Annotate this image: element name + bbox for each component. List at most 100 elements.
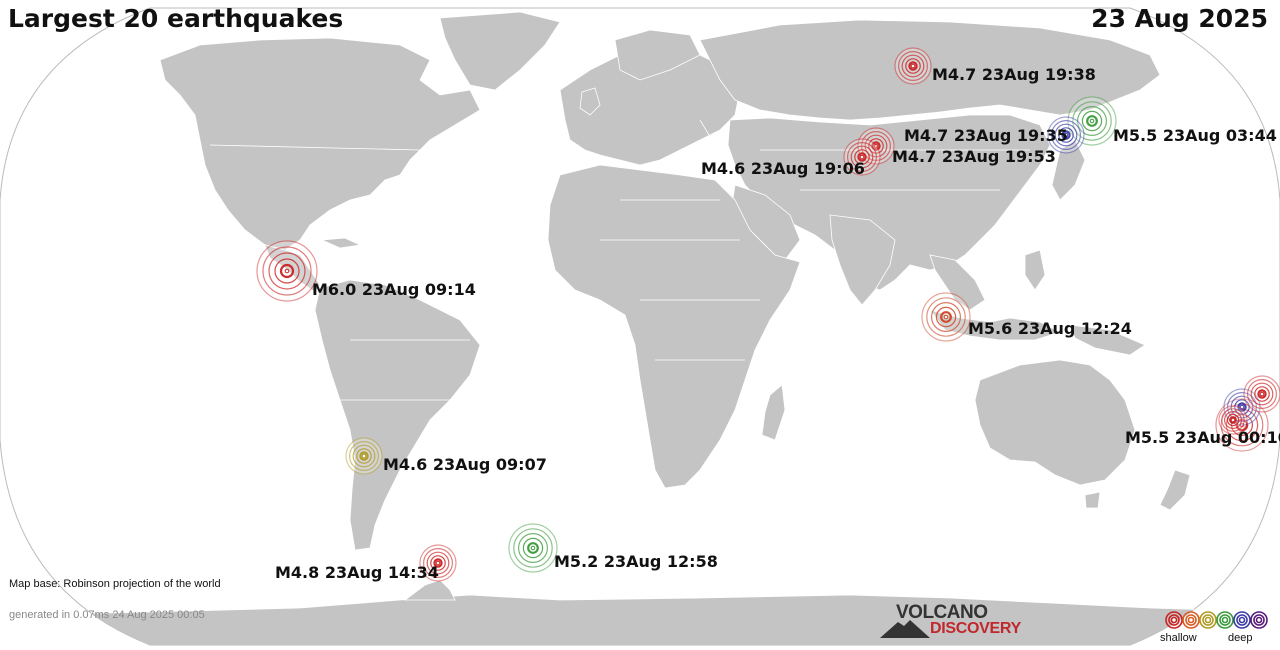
legend-deep-label: deep (1228, 632, 1253, 644)
earthquake-marker[interactable] (857, 127, 895, 165)
earthquake-ring (926, 297, 966, 337)
earthquake-marker[interactable] (345, 437, 383, 475)
earthquake-ring (268, 252, 306, 290)
earthquake-epicenter (873, 143, 879, 149)
earthquake-ring (1246, 379, 1277, 410)
earthquake-ring (517, 532, 548, 563)
depth-legend-rings (1165, 611, 1268, 629)
landmass-indonesia (928, 309, 1062, 341)
quake-label[interactable]: M6.0 23Aug 09:14 (312, 280, 476, 299)
landmass-north-america (159, 37, 481, 251)
legend-ring (1236, 614, 1248, 626)
legend-ring (1238, 616, 1246, 624)
quake-label[interactable]: M5.2 23Aug 12:58 (554, 552, 718, 571)
generated-note: generated in 0.07ms 24 Aug 2025 00:05 (9, 609, 205, 621)
earthquake-marker[interactable] (921, 292, 971, 342)
earthquake-ring (1230, 395, 1254, 419)
earthquake-ring (1081, 110, 1103, 132)
earthquake-ring (1221, 408, 1245, 432)
legend-ring (1219, 614, 1231, 626)
earthquake-epicenter (1089, 118, 1095, 124)
legend-ring (1202, 614, 1214, 626)
earthquake-ring (527, 542, 539, 554)
logo-text-volcano: VOLCANO (896, 602, 988, 623)
earthquake-epicenter (859, 154, 865, 160)
landmass-india (829, 214, 896, 306)
landmass-caribbean (321, 237, 362, 249)
landmass-southeast-asia (929, 254, 986, 311)
earthquake-ring (850, 145, 874, 169)
earthquake-ring (1237, 402, 1247, 412)
earthquake-ring (905, 58, 921, 74)
legend-ring (1182, 611, 1200, 629)
quake-label[interactable]: M4.6 23Aug 19:06 (701, 159, 865, 178)
earthquake-ring (1223, 411, 1242, 430)
earthquake-ring (1061, 130, 1071, 140)
earthquake-ring (1058, 127, 1074, 143)
earthquake-ring (1250, 382, 1274, 406)
volcano-discovery-logo[interactable]: VOLCANO DISCOVERY (880, 602, 1040, 642)
earthquake-marker[interactable] (894, 47, 932, 85)
depth-legend: shallow deep (1160, 608, 1270, 648)
logo-text-discovery: DISCOVERY (930, 620, 1021, 637)
earthquake-marker[interactable] (1223, 388, 1261, 426)
legend-ring (1170, 616, 1178, 624)
legend-ring (1165, 611, 1183, 629)
legend-ring (1216, 611, 1234, 629)
landmass-scandinavia (614, 29, 701, 81)
earthquake-epicenter (435, 560, 441, 566)
earthquake-ring (1229, 416, 1237, 424)
landmass-madagascar (761, 384, 786, 441)
quake-label[interactable]: M4.7 23Aug 19:35 (904, 126, 1068, 145)
quake-label[interactable]: M4.7 23Aug 19:38 (932, 65, 1096, 84)
earthquake-ring (279, 263, 295, 279)
quake-label[interactable]: M5.5 23Aug 00:10 (1125, 428, 1280, 447)
earthquake-ring (426, 551, 450, 575)
quake-label[interactable]: M4.7 23Aug 19:53 (892, 147, 1056, 166)
earthquake-ring (1235, 418, 1249, 432)
earthquake-ring (935, 306, 957, 328)
earthquake-ring (1054, 123, 1078, 147)
border-lines (209, 119, 1030, 401)
landmass-south-america (314, 279, 481, 551)
legend-ring (1250, 611, 1268, 629)
earthquake-marker[interactable] (508, 523, 558, 573)
landmass-new-zealand (1159, 469, 1191, 511)
earthquake-marker[interactable] (1218, 405, 1248, 435)
earthquake-epicenter (530, 545, 536, 551)
earthquake-marker[interactable] (419, 544, 457, 582)
earthquake-epicenter (361, 453, 367, 459)
earthquake-epicenter (1239, 404, 1245, 410)
legend-shallow-label: shallow (1160, 632, 1197, 644)
earthquake-marker[interactable] (843, 138, 881, 176)
legend-ring (1255, 616, 1263, 624)
landmass-greenland (439, 11, 561, 91)
legend-ring (1253, 614, 1265, 626)
earthquake-ring (871, 141, 881, 151)
quake-label[interactable]: M5.5 23Aug 03:44 (1113, 126, 1277, 145)
legend-ring (1185, 614, 1197, 626)
landmass-australia (974, 359, 1136, 486)
landmass-new-guinea (1069, 324, 1146, 356)
legend-ring (1168, 614, 1180, 626)
quake-label[interactable]: M4.6 23Aug 09:07 (383, 455, 547, 474)
legend-ring (1187, 616, 1195, 624)
earthquake-marker[interactable] (1243, 375, 1280, 413)
earthquake-epicenter (1230, 417, 1236, 423)
earthquake-ring (430, 555, 446, 571)
quake-label[interactable]: M4.8 23Aug 14:34 (275, 563, 439, 582)
earthquake-ring (1254, 386, 1270, 402)
earthquake-marker[interactable] (256, 240, 318, 302)
landmass-antarctic-peninsula (403, 579, 456, 601)
earthquake-ring (522, 537, 544, 559)
earthquake-ring (1257, 389, 1267, 399)
legend-ring (1204, 616, 1212, 624)
earthquake-ring (433, 558, 443, 568)
earthquake-ring (940, 311, 952, 323)
earthquake-ring (1086, 115, 1098, 127)
earthquake-ring (349, 441, 380, 472)
earthquake-marker[interactable] (1047, 116, 1085, 154)
legend-ring (1221, 616, 1229, 624)
earthquake-ring (857, 152, 867, 162)
quake-label[interactable]: M5.6 23Aug 12:24 (968, 319, 1132, 338)
